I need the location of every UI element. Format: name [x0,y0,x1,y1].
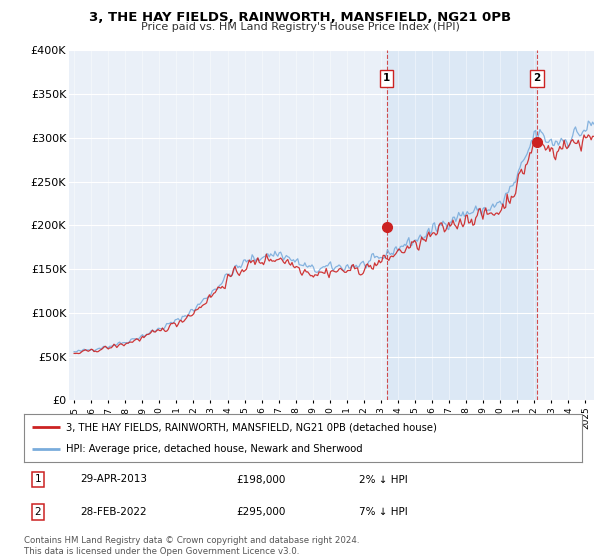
Text: 3, THE HAY FIELDS, RAINWORTH, MANSFIELD, NG21 0PB: 3, THE HAY FIELDS, RAINWORTH, MANSFIELD,… [89,11,511,24]
Text: HPI: Average price, detached house, Newark and Sherwood: HPI: Average price, detached house, Newa… [66,444,362,454]
Text: 1: 1 [35,474,41,484]
Text: 29-APR-2013: 29-APR-2013 [80,474,147,484]
Text: 2: 2 [533,73,541,83]
Bar [386,50,537,400]
Text: 7% ↓ HPI: 7% ↓ HPI [359,507,407,517]
Text: 28-FEB-2022: 28-FEB-2022 [80,507,146,517]
Text: £198,000: £198,000 [236,474,286,484]
Text: 3, THE HAY FIELDS, RAINWORTH, MANSFIELD, NG21 0PB (detached house): 3, THE HAY FIELDS, RAINWORTH, MANSFIELD,… [66,422,437,432]
Text: 1: 1 [383,73,390,83]
Text: £295,000: £295,000 [236,507,286,517]
Text: Contains HM Land Registry data © Crown copyright and database right 2024.
This d: Contains HM Land Registry data © Crown c… [24,536,359,556]
Text: Price paid vs. HM Land Registry's House Price Index (HPI): Price paid vs. HM Land Registry's House … [140,22,460,32]
Text: 2% ↓ HPI: 2% ↓ HPI [359,474,407,484]
Text: 2: 2 [35,507,41,517]
